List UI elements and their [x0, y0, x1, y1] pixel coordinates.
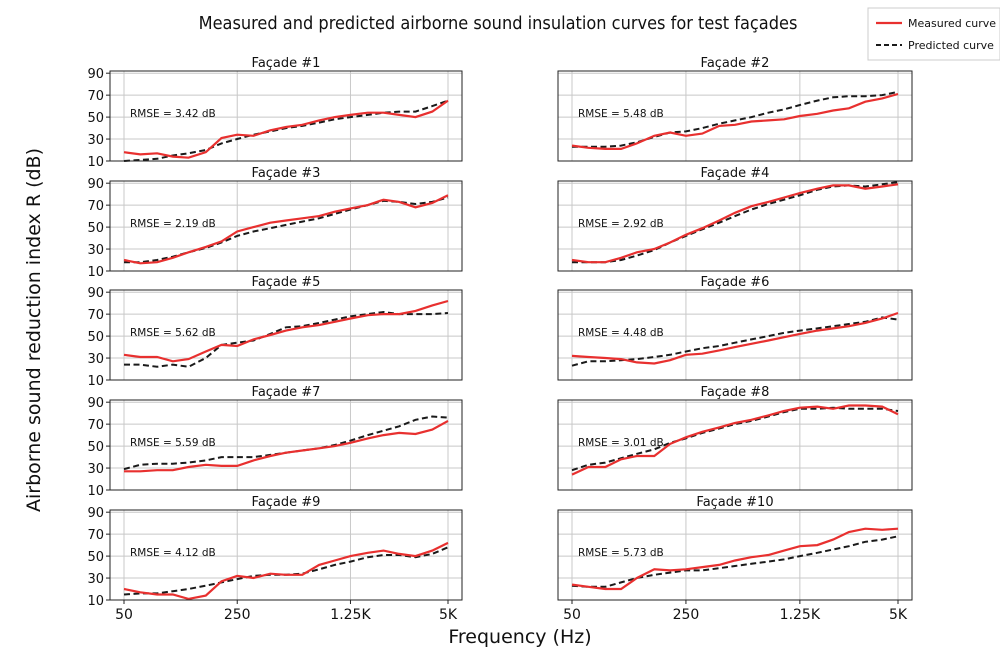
panel-frame: [109, 399, 463, 491]
panel-2: Façade #2 RMSE = 5.48 dB: [557, 56, 913, 162]
measured-curve: [124, 419, 449, 473]
y-tick-label: 90: [87, 67, 104, 82]
panel-frame: [109, 180, 463, 272]
panel-frame: [109, 289, 463, 381]
panel-1: 10 30 50 70 90 Façade #1 RMSE = 3.42 dB: [87, 56, 463, 170]
legend-measured-label: Measured curve: [908, 17, 996, 30]
y-tick-label: 30: [87, 243, 104, 258]
rmse-annotation: RMSE = 3.01 dB: [578, 437, 664, 449]
measured-curve: [571, 404, 899, 476]
predicted-curve: [572, 181, 899, 264]
x-tick-label: 50: [563, 607, 581, 623]
y-tick-label: 50: [87, 111, 104, 126]
y-tick-label: 50: [87, 440, 104, 455]
y-tick-label: 10: [87, 265, 104, 280]
panel-title: Façade #8: [701, 385, 770, 400]
y-tick-label: 90: [87, 286, 104, 301]
panel-title: Façade #5: [252, 275, 321, 290]
y-axis-label: Airborne sound reduction index R (dB): [23, 148, 45, 512]
panel-frame: [557, 509, 913, 601]
x-axis-label: Frequency (Hz): [448, 626, 591, 648]
panel-frame: [557, 289, 913, 381]
panel-frame: [557, 70, 913, 162]
measured-curve: [571, 92, 899, 150]
panel-title: Façade #2: [701, 56, 770, 71]
measured-curve: [571, 527, 899, 591]
y-tick-label: 70: [87, 418, 104, 433]
panels: 10 30 50 70 90 Façade #1 RMSE = 3.42 dB Façade …: [87, 56, 913, 623]
panel-frame: [557, 399, 913, 491]
x-tick-label: 50: [115, 607, 133, 623]
rmse-annotation: RMSE = 5.48 dB: [578, 108, 664, 120]
panel-6: Façade #6 RMSE = 4.48 dB: [557, 275, 913, 381]
measured-curve: [123, 99, 449, 159]
legend-predicted-label: Predicted curve: [908, 39, 994, 52]
x-tick-label: 250: [673, 607, 700, 623]
y-tick-label: 10: [87, 484, 104, 499]
panel-title: Façade #9: [252, 495, 321, 510]
predicted-curve: [572, 90, 899, 148]
x-tick-label: 1.25K: [330, 607, 371, 623]
y-tick-label: 50: [87, 221, 104, 236]
measured-curve: [123, 299, 449, 363]
panel-title: Façade #10: [696, 495, 773, 510]
panel-9: 10 30 50 70 90 50 250 1.25K 5K Façade #9 RMSE = 4.…: [87, 495, 463, 623]
legend-frame: [867, 7, 1000, 61]
panel-4: Façade #4 RMSE = 2.92 dB: [557, 166, 913, 272]
y-tick-label: 10: [87, 374, 104, 389]
y-tick-label: 30: [87, 462, 104, 477]
rmse-annotation: RMSE = 4.48 dB: [578, 327, 664, 339]
panel-title: Façade #1: [252, 56, 321, 71]
y-tick-label: 70: [87, 308, 104, 323]
y-tick-label: 70: [87, 199, 104, 214]
measured-curve: [123, 194, 449, 265]
rmse-annotation: RMSE = 4.12 dB: [130, 547, 216, 559]
y-tick-label: 30: [87, 352, 104, 367]
x-tick-label: 250: [224, 607, 251, 623]
y-tick-label: 50: [87, 330, 104, 345]
panel-10: 50 250 1.25K 5K Façade #10 RMSE = 5.73 dB: [557, 495, 913, 623]
panel-frame: [109, 70, 463, 162]
y-tick-label: 70: [87, 89, 104, 104]
measured-curve: [571, 311, 899, 365]
panel-frame: [109, 509, 463, 601]
measured-curve: [571, 183, 899, 264]
rmse-annotation: RMSE = 5.73 dB: [578, 547, 664, 559]
predicted-curve: [571, 316, 899, 367]
panel-7: 10 30 50 70 90 Façade #7 RMSE = 5.59 dB: [87, 385, 463, 499]
y-tick-label: 90: [87, 506, 104, 521]
predicted-curve: [571, 535, 899, 588]
x-tick-label: 5K: [889, 607, 908, 623]
panel-title: Façade #3: [252, 166, 321, 181]
y-tick-label: 90: [87, 177, 104, 192]
y-tick-label: 10: [87, 155, 104, 170]
panel-title: Façade #7: [252, 385, 321, 400]
x-tick-label: 5K: [439, 607, 458, 623]
predicted-curve: [571, 406, 899, 472]
y-tick-label: 30: [87, 572, 104, 587]
y-tick-label: 90: [87, 396, 104, 411]
rmse-annotation: RMSE = 5.62 dB: [130, 327, 216, 339]
panel-5: 10 30 50 70 90 Façade #5 RMSE = 5.62 dB: [87, 275, 463, 389]
panel-frame: [557, 180, 913, 272]
chart-title: Measured and predicted airborne sound in…: [199, 13, 798, 34]
rmse-annotation: RMSE = 3.42 dB: [130, 108, 216, 120]
panel-title: Façade #6: [701, 275, 770, 290]
y-tick-label: 30: [87, 133, 104, 148]
y-tick-label: 70: [87, 528, 104, 543]
y-tick-label: 50: [87, 550, 104, 565]
y-tick-label: 10: [87, 594, 104, 609]
panel-8: Façade #8 RMSE = 3.01 dB: [557, 385, 913, 491]
panel-title: Façade #4: [701, 166, 770, 181]
legend: Measured curve Predicted curve: [867, 7, 1000, 61]
x-tick-label: 1.25K: [780, 607, 821, 623]
measured-curve: [123, 541, 449, 601]
rmse-annotation: RMSE = 2.92 dB: [578, 218, 664, 230]
rmse-annotation: RMSE = 5.59 dB: [130, 437, 216, 449]
rmse-annotation: RMSE = 2.19 dB: [130, 218, 216, 230]
predicted-curve: [124, 310, 449, 368]
panel-3: 10 30 50 70 90 Façade #3 RMSE = 2.19 dB: [87, 166, 463, 280]
